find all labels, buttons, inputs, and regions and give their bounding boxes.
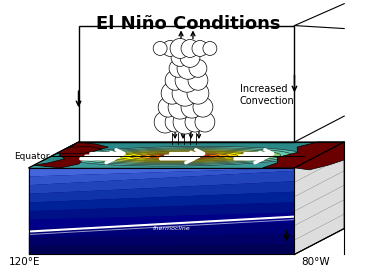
Circle shape	[195, 112, 215, 132]
Circle shape	[180, 47, 200, 67]
Polygon shape	[140, 153, 228, 160]
Polygon shape	[174, 155, 193, 157]
Circle shape	[175, 68, 199, 92]
Circle shape	[192, 41, 208, 56]
Polygon shape	[109, 151, 259, 162]
Text: Equator: Equator	[14, 152, 49, 161]
Polygon shape	[29, 202, 294, 220]
Polygon shape	[294, 142, 344, 170]
Polygon shape	[262, 142, 344, 168]
Polygon shape	[29, 171, 294, 194]
Polygon shape	[29, 244, 294, 254]
Circle shape	[165, 112, 185, 132]
Circle shape	[185, 112, 205, 132]
Polygon shape	[29, 181, 294, 203]
Polygon shape	[130, 152, 238, 160]
Polygon shape	[29, 168, 294, 254]
Polygon shape	[120, 152, 249, 161]
Polygon shape	[34, 142, 108, 168]
Polygon shape	[29, 161, 307, 168]
Polygon shape	[76, 148, 291, 165]
Polygon shape	[149, 154, 219, 159]
Polygon shape	[98, 150, 270, 163]
Circle shape	[181, 39, 199, 57]
Circle shape	[169, 59, 187, 77]
Polygon shape	[29, 168, 294, 185]
Text: Increased
Convection: Increased Convection	[240, 84, 294, 106]
Text: 80°W: 80°W	[302, 257, 330, 267]
Circle shape	[189, 59, 207, 77]
Text: thermocline: thermocline	[153, 226, 191, 231]
Circle shape	[203, 41, 217, 55]
Polygon shape	[29, 168, 294, 177]
Circle shape	[158, 97, 178, 117]
Circle shape	[154, 111, 176, 133]
Circle shape	[153, 41, 167, 55]
Polygon shape	[29, 223, 294, 237]
Circle shape	[161, 82, 183, 104]
Circle shape	[172, 80, 198, 106]
Circle shape	[188, 70, 208, 90]
Circle shape	[168, 95, 192, 119]
Circle shape	[181, 96, 203, 118]
Polygon shape	[294, 142, 344, 254]
Polygon shape	[29, 142, 344, 168]
Polygon shape	[29, 213, 294, 229]
Bar	[79, 26, 294, 142]
Circle shape	[162, 41, 178, 56]
Polygon shape	[167, 155, 201, 157]
Circle shape	[187, 82, 209, 104]
Circle shape	[193, 97, 213, 117]
Polygon shape	[56, 147, 102, 154]
Circle shape	[170, 39, 190, 59]
Polygon shape	[66, 146, 302, 166]
Polygon shape	[87, 149, 281, 164]
Polygon shape	[159, 154, 209, 158]
Circle shape	[165, 70, 185, 90]
Polygon shape	[29, 233, 294, 246]
Text: 120°E: 120°E	[9, 257, 40, 267]
Circle shape	[173, 110, 197, 134]
Polygon shape	[29, 192, 294, 211]
Text: El Niño Conditions: El Niño Conditions	[96, 15, 280, 33]
Circle shape	[177, 57, 199, 79]
Circle shape	[171, 49, 189, 66]
